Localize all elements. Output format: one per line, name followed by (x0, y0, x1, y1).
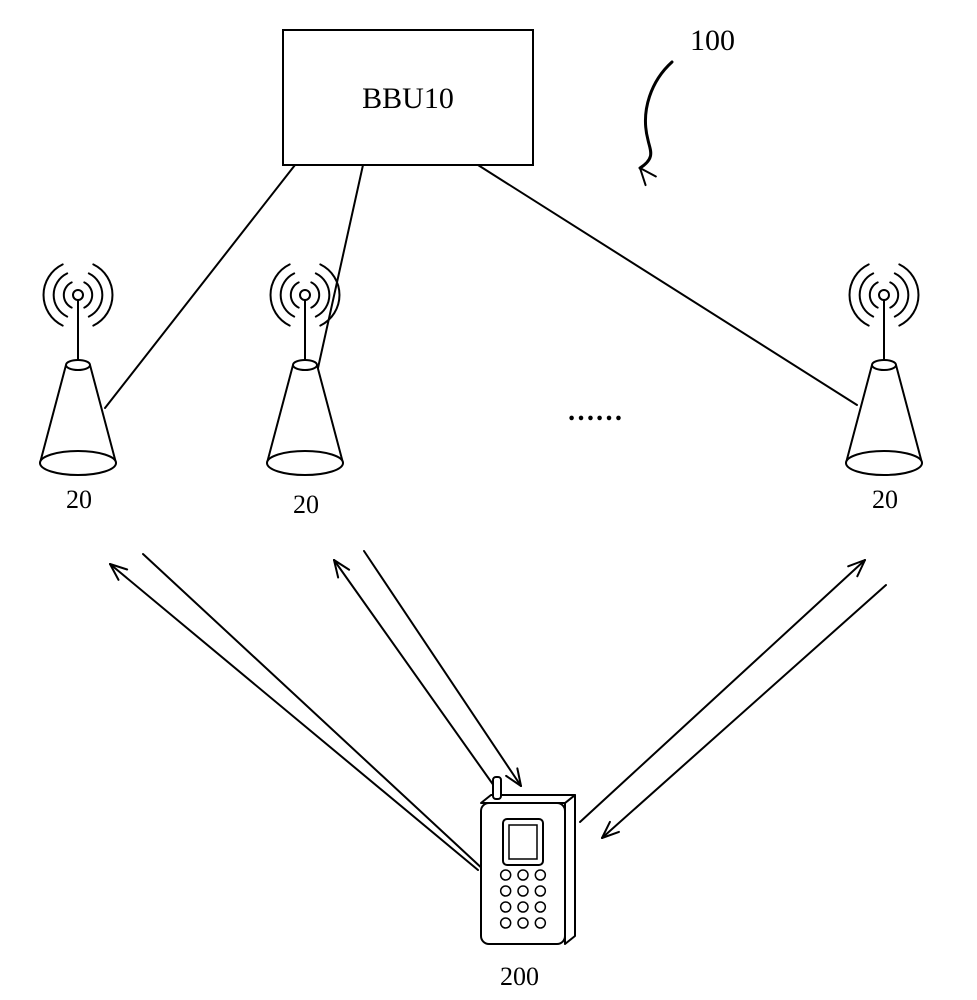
antenna-label: 20 (293, 490, 319, 519)
antenna-label: 20 (872, 485, 898, 514)
bbu-label: BBU10 (362, 82, 454, 115)
antenna-label: 20 (66, 485, 92, 514)
ellipsis-dots: …… (567, 396, 623, 427)
system-label-text: 100 (690, 24, 735, 57)
phone-label: 200 (500, 962, 539, 991)
